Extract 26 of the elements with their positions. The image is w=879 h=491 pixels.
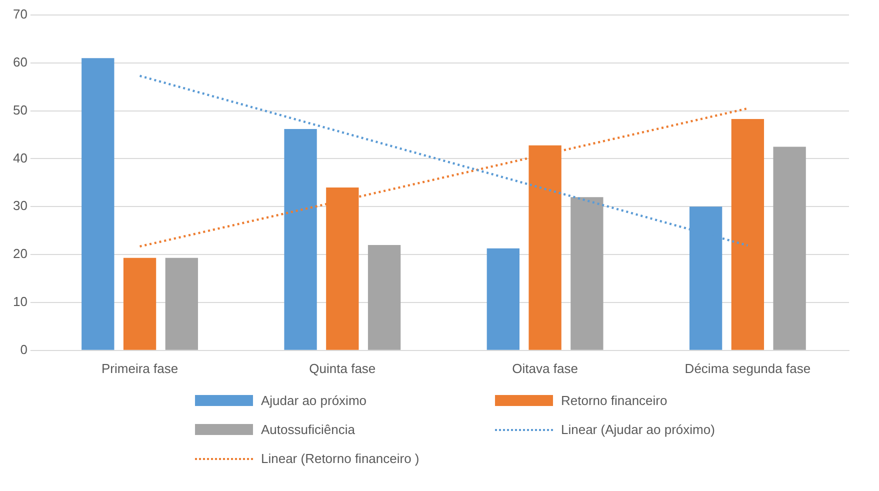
y-tick-label: 60 [12, 54, 28, 70]
bar [165, 258, 198, 350]
x-tick-label: Primeira fase [101, 360, 178, 376]
bar [570, 197, 604, 350]
legend-label: Ajudar ao próximo [261, 393, 366, 408]
y-tick-label: 50 [12, 102, 28, 118]
legend-label: Linear (Ajudar ao próximo) [561, 422, 715, 437]
y-tick-label: 20 [12, 246, 28, 262]
bar [284, 129, 317, 350]
y-tick-label: 10 [12, 294, 28, 310]
bar [82, 58, 114, 350]
x-tick-label: Quinta fase [309, 360, 376, 376]
bar [368, 244, 401, 350]
y-tick-label: 0 [20, 342, 28, 357]
bar [486, 248, 520, 350]
legend-label: Retorno financeiro [561, 393, 668, 408]
bar [123, 258, 156, 350]
x-tick-label: Oitava fase [512, 360, 578, 376]
y-tick-label: 30 [12, 198, 28, 214]
y-tick-label: 70 [12, 6, 28, 22]
bar [731, 118, 764, 350]
legend-label: Autossuficiência [261, 422, 355, 437]
y-tick-label: 40 [12, 150, 28, 166]
bar [773, 146, 806, 350]
x-tick-label: Décima segunda fase [684, 360, 811, 376]
legend-label: Linear (Retorno financeiro ) [261, 451, 420, 466]
